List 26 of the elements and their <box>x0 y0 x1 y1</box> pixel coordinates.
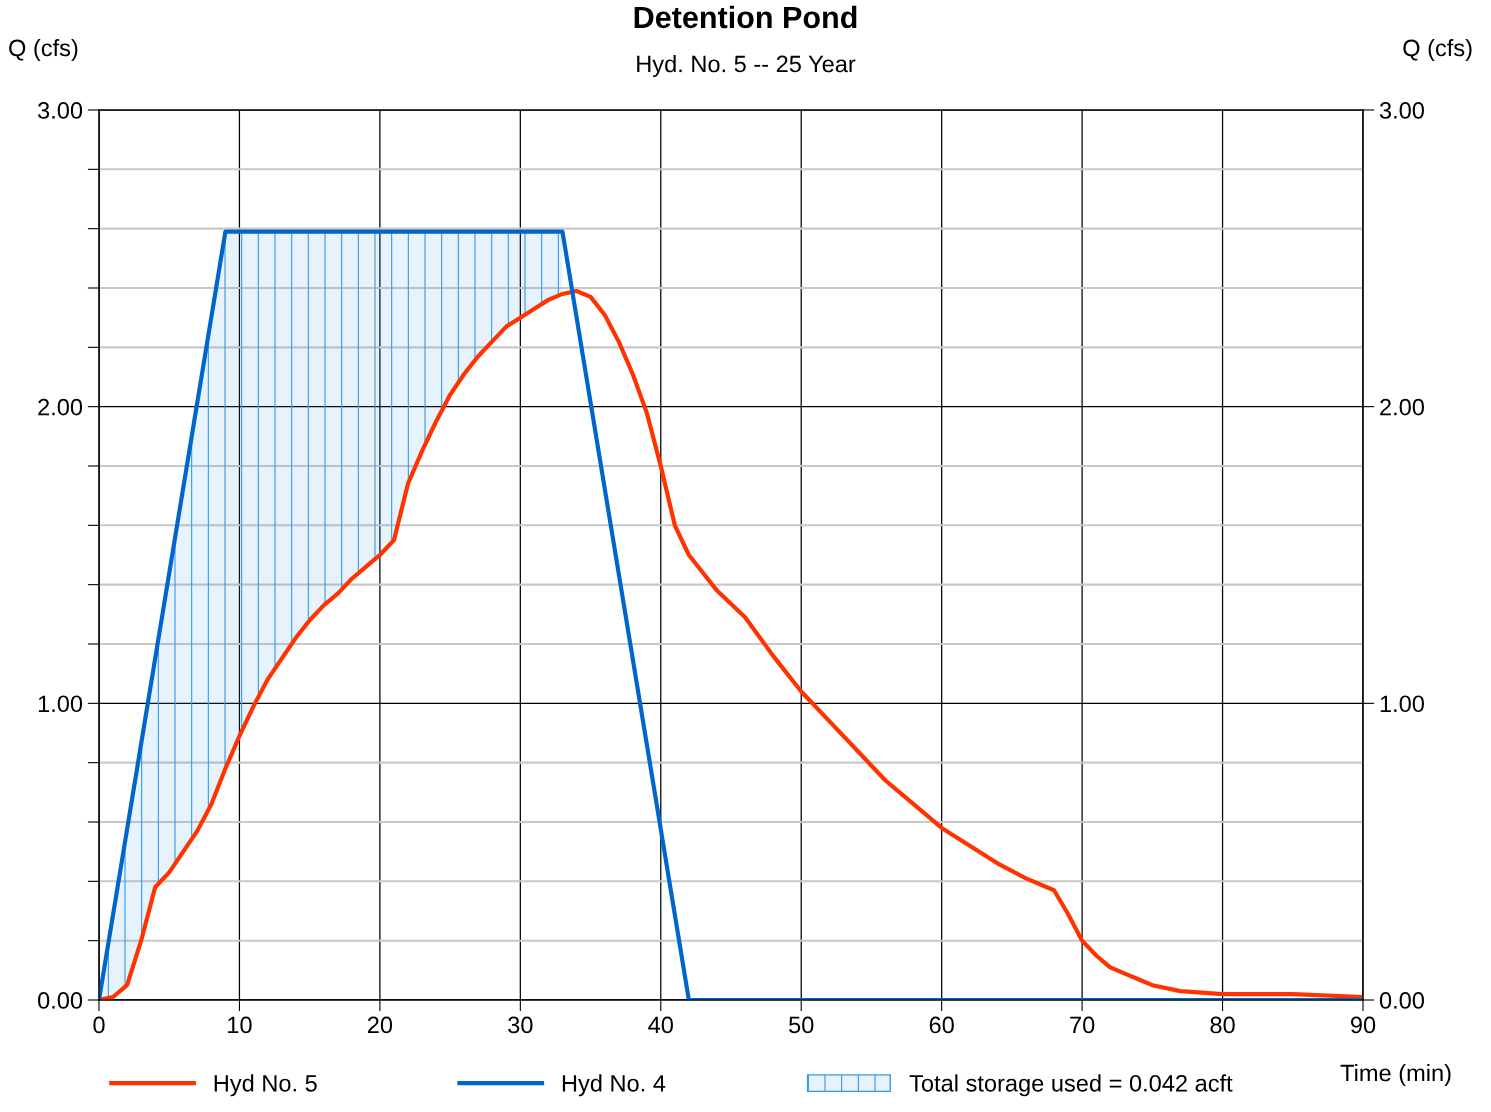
x-tick-label: 40 <box>648 1016 673 1034</box>
y-tick-label: 3.00 <box>37 102 83 119</box>
chart-title: Detention Pond <box>634 5 857 29</box>
y2-tick-label: 0.00 <box>1379 992 1424 1009</box>
legend-label: Hyd No. 5 <box>214 1074 317 1097</box>
x-tick-label: 10 <box>228 1016 252 1034</box>
x-tick-label: 0 <box>93 1016 105 1034</box>
y2-tick-label: 2.00 <box>1380 398 1424 416</box>
y-tick-label: 0.00 <box>38 992 83 1009</box>
x-tick-label: 60 <box>929 1016 954 1034</box>
x-tick-label: 80 <box>1210 1016 1235 1034</box>
x-tick-label: 70 <box>1070 1016 1095 1034</box>
y2-tick-label: 3.00 <box>1379 102 1424 119</box>
x-tick-label: 50 <box>789 1016 814 1034</box>
legend-label: Total storage used = 0.042 acft <box>909 1074 1233 1097</box>
y2-axis-title: Q (cfs) <box>1403 39 1472 61</box>
x-tick-label: 30 <box>508 1016 533 1034</box>
y-tick-label: 1.00 <box>38 695 83 713</box>
x-axis-title: Time (min) <box>1340 1063 1451 1086</box>
x-tick-label: 90 <box>1350 1016 1376 1034</box>
legend-label: Hyd No. 4 <box>562 1074 666 1097</box>
y-tick-label: 2.00 <box>38 398 83 416</box>
y-axis-title: Q (cfs) <box>9 39 78 61</box>
chart-subtitle: Hyd. No. 5 -- 25 Year <box>637 55 856 77</box>
x-tick-label: 20 <box>367 1016 393 1034</box>
y2-tick-label: 1.00 <box>1380 695 1424 713</box>
